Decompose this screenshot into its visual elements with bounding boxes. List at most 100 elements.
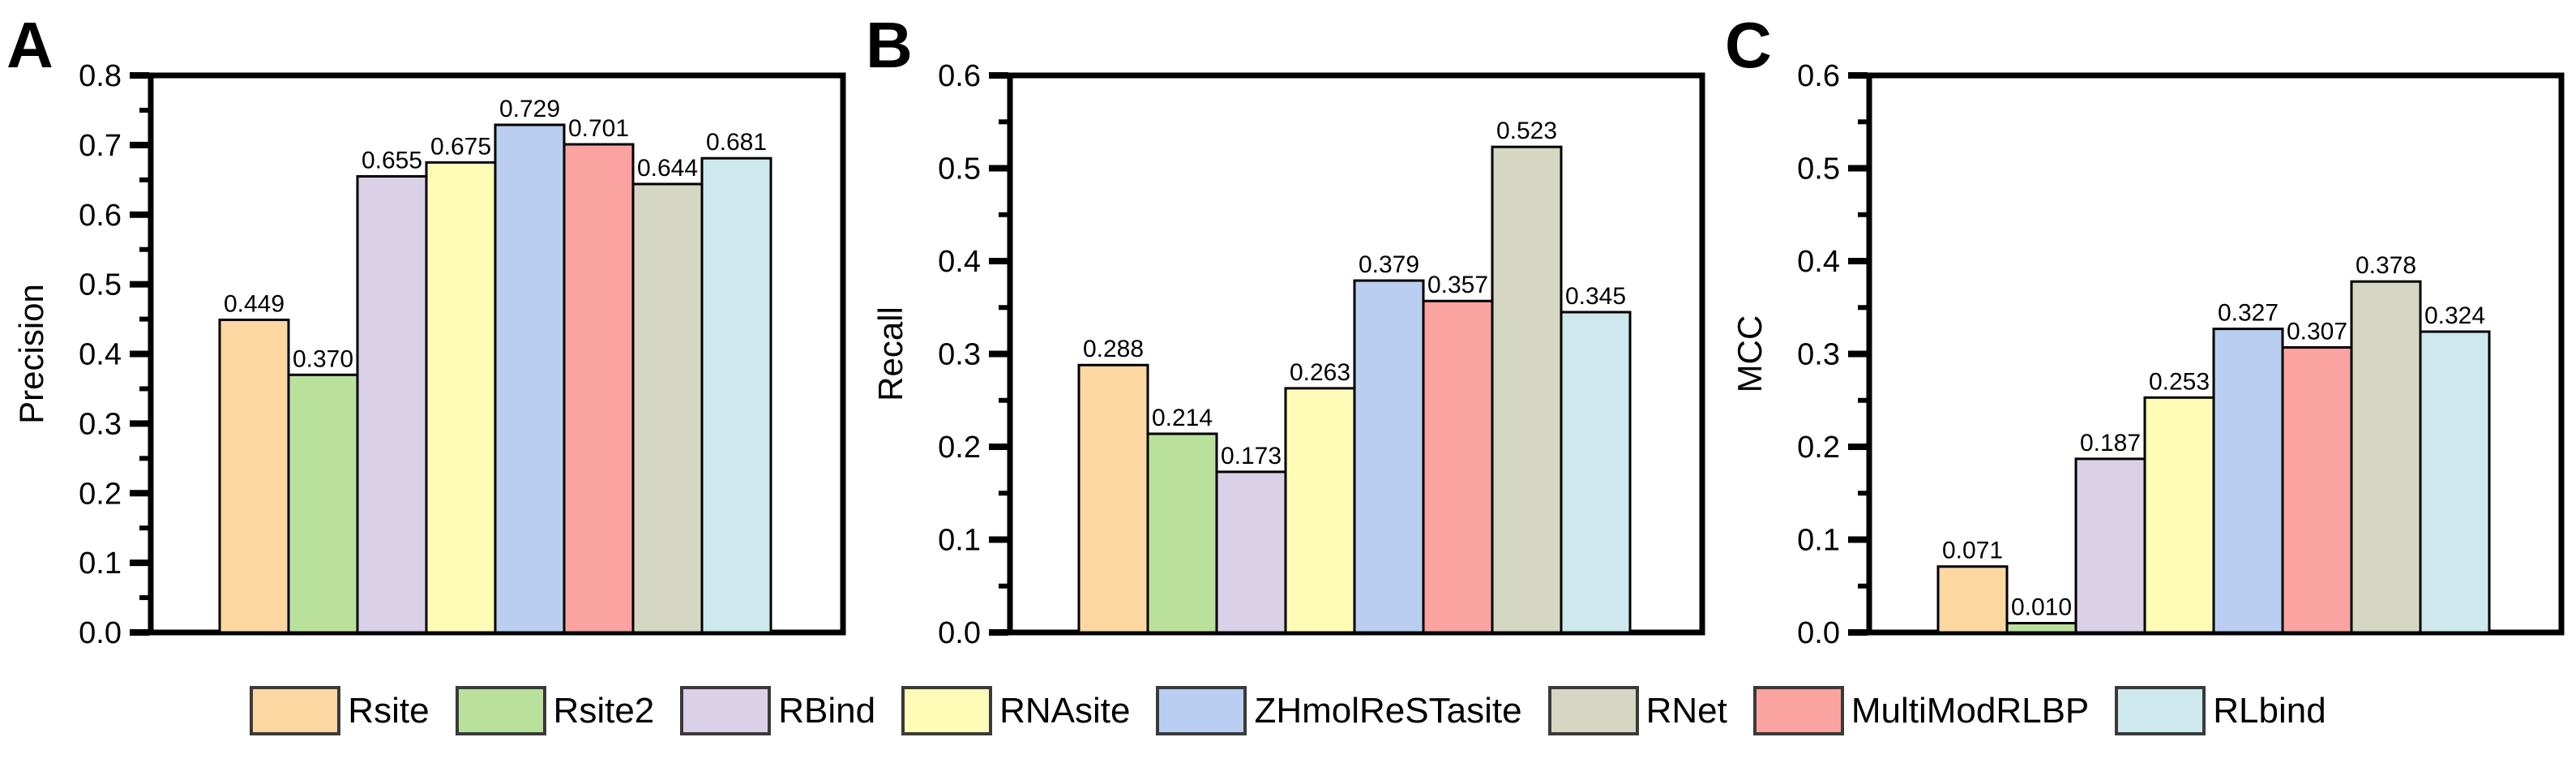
bar-value-label: 0.010 [2011,594,2072,621]
bar-value-label: 0.370 [293,345,353,372]
bar-value-label: 0.345 [1565,283,1626,310]
legend-item-rnasite: RNAsite [901,686,1130,735]
bar-rlbind [2419,330,2491,634]
y-axis-title: Recall [871,306,909,401]
y-tick-label: 0.7 [79,129,122,163]
bar-value-label: 0.173 [1221,443,1282,469]
legend-swatch-icon [2115,686,2206,735]
bar-rnasite [425,161,497,634]
y-tick-label: 0.0 [938,616,981,650]
bar-value-label: 0.379 [1359,251,1419,278]
legend-item-rnet: RNet [1547,686,1727,735]
legend-swatch-icon [1752,686,1844,735]
legend-item-rsite: Rsite [250,686,430,735]
bar-value-label: 0.214 [1152,405,1213,431]
bar-multimodrlbp [2281,345,2353,634]
bar-rsite2 [2005,622,2077,634]
y-tick-label: 0.5 [1797,152,1840,186]
bar-value-label: 0.378 [2356,252,2416,279]
legend-label: RLbind [2213,690,2326,731]
panel-letter-a: A [6,9,53,81]
bar-zhmolrestasite [494,123,566,634]
legend-item-rbind: RBind [680,686,875,735]
y-tick-label: 0.2 [1797,431,1840,465]
y-tick-label: 0.0 [1797,616,1840,650]
y-tick-label: 0.3 [938,338,981,372]
bar-zhmolrestasite [2212,328,2284,634]
panel-letter-b: B [866,9,913,81]
bar-value-label: 0.324 [2424,302,2485,329]
y-tick-label: 0.8 [79,59,122,93]
legend-label: MultiModRLBP [1851,690,2090,731]
y-tick-label: 0.5 [938,152,981,186]
y-tick-label: 0.2 [938,431,981,465]
bar-value-label: 0.327 [2218,300,2279,327]
y-tick-label: 0.6 [938,59,981,93]
bar-rbind [1215,470,1287,634]
bar-value-label: 0.263 [1290,359,1350,386]
bar-rsite [1936,565,2009,634]
legend-swatch-icon [680,686,772,735]
y-tick-label: 0.0 [79,616,122,650]
legend-label: Rsite2 [553,690,655,731]
y-axis-title: MCC [1731,315,1769,393]
legend-item-rsite2: Rsite2 [455,686,655,735]
bar-rnasite [2143,396,2215,634]
y-tick-label: 0.4 [1797,245,1840,279]
legend-swatch-icon [250,686,341,735]
y-axis-title: Precision [12,284,50,424]
y-tick-label: 0.2 [79,477,122,511]
bar-value-label: 0.449 [224,290,285,317]
bar-rnasite [1284,387,1356,634]
legend-label: ZHmolReSTasite [1254,690,1522,731]
legend-label: RNet [1645,690,1727,731]
y-tick-label: 0.3 [1797,338,1840,372]
legend-label: RNAsite [999,690,1131,731]
bar-value-label: 0.288 [1083,336,1144,362]
y-tick-label: 0.3 [79,407,122,441]
bar-value-label: 0.357 [1427,272,1488,298]
y-tick-label: 0.1 [938,524,981,558]
legend-swatch-icon [1547,686,1639,735]
bar-value-label: 0.307 [2287,318,2347,345]
y-tick-label: 0.5 [79,268,122,302]
bar-value-label: 0.681 [706,129,767,156]
bar-rbind [2074,457,2146,634]
bar-value-label: 0.523 [1496,118,1557,144]
y-tick-label: 0.1 [1797,524,1840,558]
y-tick-label: 0.1 [79,547,122,581]
legend: Rsite Rsite2 RBind RNAsite ZHmolReSTasite RNe… [0,686,2576,735]
bar-rsite2 [1146,432,1218,634]
legend-label: RBind [778,690,876,731]
bar-value-label: 0.644 [637,155,698,182]
bar-rlbind [1560,311,1632,634]
bar-multimodrlbp [563,143,635,634]
legend-item-zhmolrestasite: ZHmolReSTasite [1156,686,1522,735]
legend-swatch-icon [901,686,993,735]
y-tick-label: 0.6 [79,199,122,233]
legend-label: Rsite [348,690,430,731]
y-tick-label: 0.4 [938,245,981,279]
bar-value-label: 0.071 [1942,538,2003,564]
bar-value-label: 0.675 [430,133,491,160]
legend-item-multimodrlbp: MultiModRLBP [1752,686,2090,735]
bar-rnet [2350,280,2422,634]
bar-zhmolrestasite [1353,279,1425,634]
panel-letter-c: C [1725,9,1772,81]
bar-value-label: 0.253 [2149,368,2210,395]
bar-value-label: 0.701 [568,115,629,142]
bar-rlbind [700,156,772,634]
bar-chart-precision: 0.0 0.1 0.2 0.3 0.4 0.5 0.6 0.7 0.8 Precision 0.44… [12,59,846,650]
bar-rnet [631,182,704,634]
bar-value-label: 0.187 [2080,430,2141,457]
legend-item-rlbind: RLbind [2115,686,2326,735]
y-tick-label: 0.6 [1797,59,1840,93]
bar-rnet [1491,145,1563,634]
bar-rbind [356,175,428,634]
bar-multimodrlbp [1422,299,1494,634]
bar-value-label: 0.655 [362,148,422,174]
bar-chart-mcc: 0.0 0.1 0.2 0.3 0.4 0.5 0.6 MCC 0.071 0.010 0.187 0… [1731,59,2565,650]
bar-rsite [1077,363,1149,634]
bar-rsite2 [287,373,359,634]
